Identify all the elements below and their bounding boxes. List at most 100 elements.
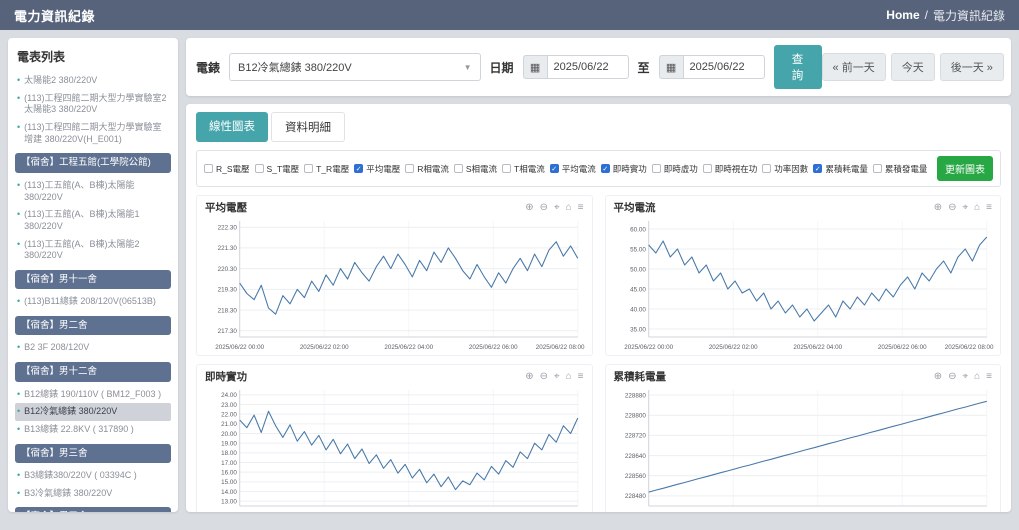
svg-text:228480: 228480: [624, 493, 645, 500]
svg-text:220.30: 220.30: [218, 266, 238, 273]
update-charts-button[interactable]: 更新圖表: [937, 156, 993, 181]
sidebar-title: 電表列表: [17, 50, 66, 64]
bullet-icon: •: [17, 469, 21, 480]
pan-icon[interactable]: ⌖: [553, 370, 560, 382]
series-checkbox[interactable]: T_R電壓: [304, 163, 349, 175]
home-icon[interactable]: ⌂: [974, 201, 981, 213]
series-checkbox-label: 累積耗電量: [825, 163, 868, 174]
prev-day-button[interactable]: « 前一天: [821, 53, 886, 81]
meter-list-item[interactable]: • 太陽能2 380/220V: [15, 72, 171, 90]
meter-select[interactable]: B12冷氣總錶 380/220V ▼: [229, 53, 481, 81]
date-to-input[interactable]: [682, 55, 765, 79]
series-checkbox[interactable]: ✓ 累積耗電量: [813, 163, 868, 175]
menu-icon[interactable]: ≡: [986, 201, 992, 213]
zoom-out-icon[interactable]: ⊖: [948, 201, 957, 213]
meter-list-item[interactable]: • B13總錶 22.8KV ( 317890 ): [15, 421, 171, 439]
series-checkbox[interactable]: ✓ 即時實功: [600, 163, 647, 175]
bullet-icon: •: [17, 122, 21, 133]
menu-icon[interactable]: ≡: [577, 370, 584, 382]
meter-list-item[interactable]: • B12冷氣總錶 380/220V: [15, 403, 171, 421]
home-icon[interactable]: ⌂: [565, 201, 572, 213]
breadcrumb-home-link[interactable]: Home: [886, 8, 920, 22]
next-day-button[interactable]: 後一天 »: [939, 53, 1004, 81]
home-icon[interactable]: ⌂: [565, 370, 572, 382]
meter-item-label: (113)工程四館二期大型力學實驗室增建 380/220V(H_E001): [24, 122, 162, 144]
zoom-in-icon[interactable]: ⊕: [525, 370, 534, 382]
series-checkbox[interactable]: 累積發電量: [872, 163, 927, 175]
calendar-icon[interactable]: ▦: [658, 55, 683, 79]
meter-item-label: B3冷氣總錶 380/220V: [24, 487, 113, 498]
meter-group-header[interactable]: 【宿舍】男十一舍: [15, 269, 171, 290]
calendar-icon[interactable]: ▦: [522, 55, 547, 79]
series-checkbox[interactable]: S_T電壓: [254, 163, 299, 175]
zoom-in-icon[interactable]: ⊕: [525, 201, 534, 213]
series-checkbox[interactable]: S相電流: [453, 163, 497, 175]
checkbox-unchecked-icon: [453, 164, 463, 173]
svg-text:16.00: 16.00: [221, 469, 237, 476]
meter-list-item[interactable]: • B3總錶380/220V ( 03394C ): [15, 467, 171, 485]
series-checkbox[interactable]: 功率因數: [762, 163, 808, 175]
meter-list-item[interactable]: • (113)B11總錶 208/120V(06513B): [15, 293, 171, 311]
meter-list-item[interactable]: • B3冷氣總錶 380/220V: [15, 485, 171, 503]
series-checkbox-label: 平均電流: [561, 163, 596, 174]
meter-group-header[interactable]: 【宿舍】男十二舍: [15, 362, 171, 382]
zoom-in-icon[interactable]: ⊕: [933, 201, 943, 213]
tab-line-chart[interactable]: 線性圖表: [196, 112, 268, 142]
tab-data-detail[interactable]: 資料明細: [271, 112, 345, 142]
meter-list-item[interactable]: • B2 3F 208/120V: [15, 339, 171, 357]
series-checkbox[interactable]: R_S電壓: [204, 163, 250, 175]
chart-canvas-real-power[interactable]: 13.00 14.00 15.00 16.00 17.00 18.00 19.00 20.00…: [203, 384, 586, 512]
chart-canvas-cumulative-energy[interactable]: 2284802285602286402287202288002288802025…: [611, 384, 995, 512]
chart-canvas-avg-current[interactable]: 35.00 40.00 45.00 50.00 55.00 60.00 2025/06/22…: [611, 215, 995, 353]
meter-list-item[interactable]: • (113)工五館(A、B棟)太陽能2 380/220V: [15, 236, 171, 265]
series-checkbox[interactable]: R相電流: [405, 163, 449, 175]
meter-item-label: B12總錶 190/110V ( BM12_F003 ): [24, 388, 162, 399]
bullet-icon: •: [17, 342, 21, 353]
svg-text:55.00: 55.00: [630, 246, 646, 253]
meter-list-item[interactable]: • B12總錶 190/110V ( BM12_F003 ): [15, 386, 171, 404]
series-checkbox[interactable]: 即時視在功: [702, 163, 757, 175]
search-button[interactable]: 查詢: [773, 45, 822, 89]
meter-group-header[interactable]: 【宿舍】工程五館(工學院公館): [15, 153, 171, 173]
zoom-out-icon[interactable]: ⊖: [539, 370, 548, 382]
pan-icon[interactable]: ⌖: [962, 370, 969, 382]
checkbox-unchecked-icon: [204, 164, 213, 173]
series-checkbox[interactable]: 即時虛功: [651, 163, 698, 175]
menu-icon[interactable]: ≡: [986, 370, 992, 382]
svg-text:2025/06/22 00:00: 2025/06/22 00:00: [215, 344, 264, 351]
meter-list-item[interactable]: • (113)工程四館二期大型力學實驗室增建 380/220V(H_E001): [15, 119, 171, 148]
zoom-out-icon[interactable]: ⊖: [539, 201, 548, 213]
svg-text:217.30: 217.30: [218, 328, 238, 335]
home-icon[interactable]: ⌂: [974, 370, 981, 382]
series-checkbox[interactable]: ✓ 平均電流: [549, 163, 596, 175]
svg-text:60.00: 60.00: [630, 226, 646, 233]
meter-group-header[interactable]: 【宿舍】男五舍: [15, 507, 171, 512]
meter-list-item[interactable]: • (113)工五館(A、B棟)太陽能 380/220V: [15, 177, 171, 206]
zoom-in-icon[interactable]: ⊕: [933, 370, 943, 382]
meter-item-label: B12冷氣總錶 380/220V: [24, 406, 118, 417]
svg-text:228560: 228560: [624, 473, 645, 480]
meter-group-header[interactable]: 【宿舍】男二舍: [15, 316, 171, 336]
series-checkbox[interactable]: ✓ 平均電壓: [354, 163, 400, 175]
date-from-input[interactable]: [546, 55, 629, 79]
svg-text:50.00: 50.00: [630, 266, 646, 273]
checkbox-checked-icon: ✓: [354, 164, 364, 173]
svg-text:17.00: 17.00: [221, 460, 237, 467]
svg-text:228880: 228880: [624, 392, 645, 399]
zoom-out-icon[interactable]: ⊖: [948, 370, 957, 382]
pan-icon[interactable]: ⌖: [962, 201, 969, 213]
svg-text:2025/06/22 02:00: 2025/06/22 02:00: [708, 344, 757, 351]
date-to-word: 至: [637, 60, 650, 75]
meter-list-item[interactable]: • (113)工五館(A、B棟)太陽能1 380/220V: [15, 206, 171, 235]
breadcrumb-separator: /: [924, 8, 928, 22]
meter-group-header[interactable]: 【宿舍】男三舍: [15, 443, 171, 463]
chart-card-cumulative-energy: 累積耗電量 ⊕ ⊖ ⌖ ⌂ ≡ 228480 228560 228640 228720 2288…: [604, 364, 1001, 512]
pan-icon[interactable]: ⌖: [553, 201, 560, 213]
chart-canvas-avg-voltage[interactable]: 217.30 218.30 219.30 220.30 221.30 222.30 2025…: [203, 215, 586, 353]
meter-list-item[interactable]: • (113)工程四館二期大型力學實驗室2 太陽能3 380/220V: [15, 90, 171, 119]
today-button[interactable]: 今天: [890, 53, 935, 81]
bullet-icon: •: [17, 75, 21, 85]
menu-icon[interactable]: ≡: [577, 201, 584, 213]
svg-text:35.00: 35.00: [630, 326, 646, 333]
series-checkbox[interactable]: T相電流: [502, 163, 545, 175]
